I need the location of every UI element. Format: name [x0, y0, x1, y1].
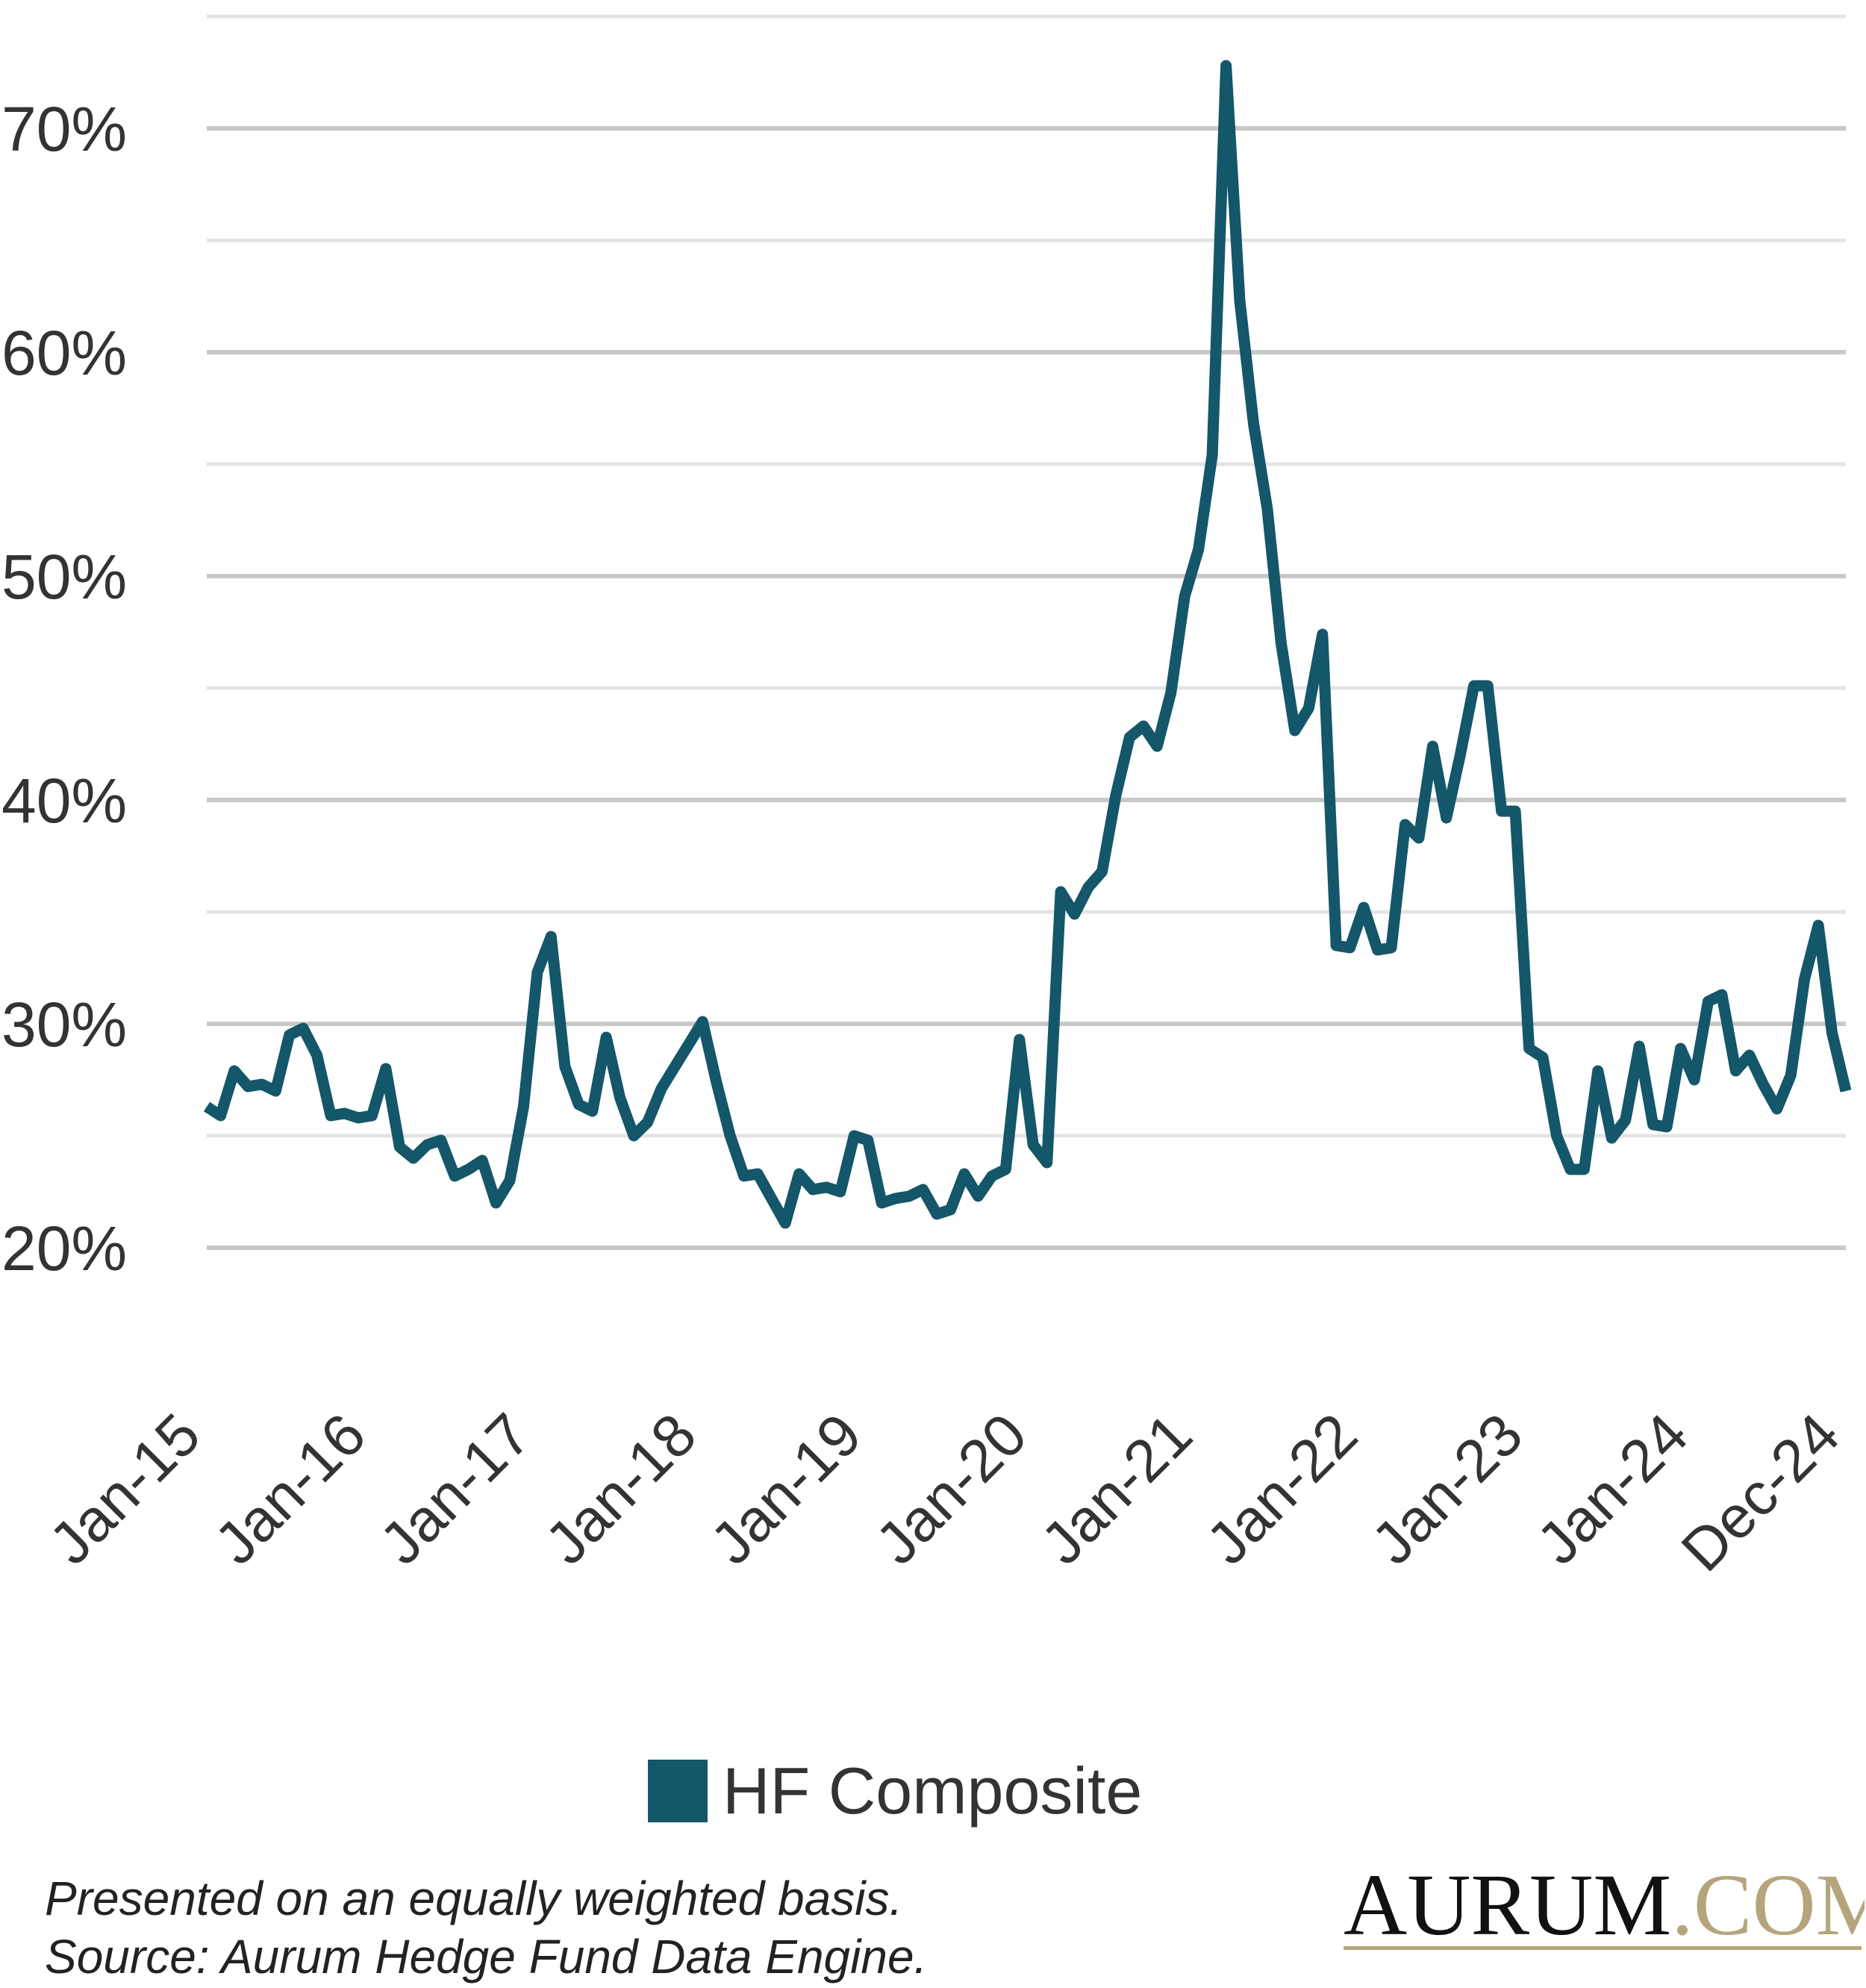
y-tick-label: 30%	[1, 990, 127, 1060]
series-line-hf-composite	[203, 60, 1852, 1229]
aurum-logo: AURUM.COM	[1344, 1858, 1865, 1954]
y-tick-label: 50%	[1, 542, 127, 612]
y-tick-label: 60%	[1, 318, 127, 388]
x-tick-label: Jan-18	[532, 1401, 708, 1577]
line-chart: 20%30%40%50%60%70% Jan-15Jan-16Jan-17Jan…	[1, 14, 1852, 1584]
x-tick-label: Jan-16	[202, 1401, 378, 1577]
x-tick-label: Jan-15	[37, 1401, 213, 1577]
x-tick-label: Jan-22	[1193, 1401, 1370, 1577]
logo-name: AURUM	[1344, 1858, 1671, 1954]
x-tick-label: Jan-17	[367, 1401, 543, 1577]
footnote: Presented on an equally weighted basis. …	[45, 1869, 927, 1986]
y-tick-label: 40%	[1, 766, 127, 836]
logo-wordmark: AURUM.COM	[1344, 1858, 1865, 1954]
x-tick-label: Jan-23	[1359, 1401, 1535, 1577]
footnote-line-1: Presented on an equally weighted basis.	[45, 1872, 903, 1925]
y-tick-label: 70%	[1, 94, 127, 164]
logo-suffix: .COM	[1671, 1858, 1865, 1954]
x-tick-label: Dec-24	[1669, 1401, 1852, 1584]
y-tick-label: 20%	[1, 1213, 127, 1284]
legend: HF Composite	[648, 1754, 1142, 1828]
footnote-line-2: Source: Aurum Hedge Fund Data Engine.	[45, 1930, 928, 1984]
x-tick-label: Jan-24	[1524, 1401, 1700, 1577]
gridlines	[207, 14, 1846, 1250]
x-tick-label: Jan-20	[863, 1401, 1039, 1577]
logo-underline	[1344, 1946, 1862, 1950]
series-layer	[203, 60, 1852, 1229]
y-axis-tick-labels: 20% 30% 40% 50% 60% 70%	[1, 94, 127, 1284]
x-axis-tick-labels: Jan-15Jan-16Jan-17Jan-18Jan-19Jan-20Jan-…	[37, 1401, 1852, 1584]
legend-label-hf-composite: HF Composite	[723, 1754, 1143, 1828]
legend-swatch-hf-composite	[648, 1760, 708, 1822]
x-tick-label: Jan-21	[1029, 1401, 1205, 1577]
x-tick-label: Jan-19	[698, 1401, 874, 1577]
